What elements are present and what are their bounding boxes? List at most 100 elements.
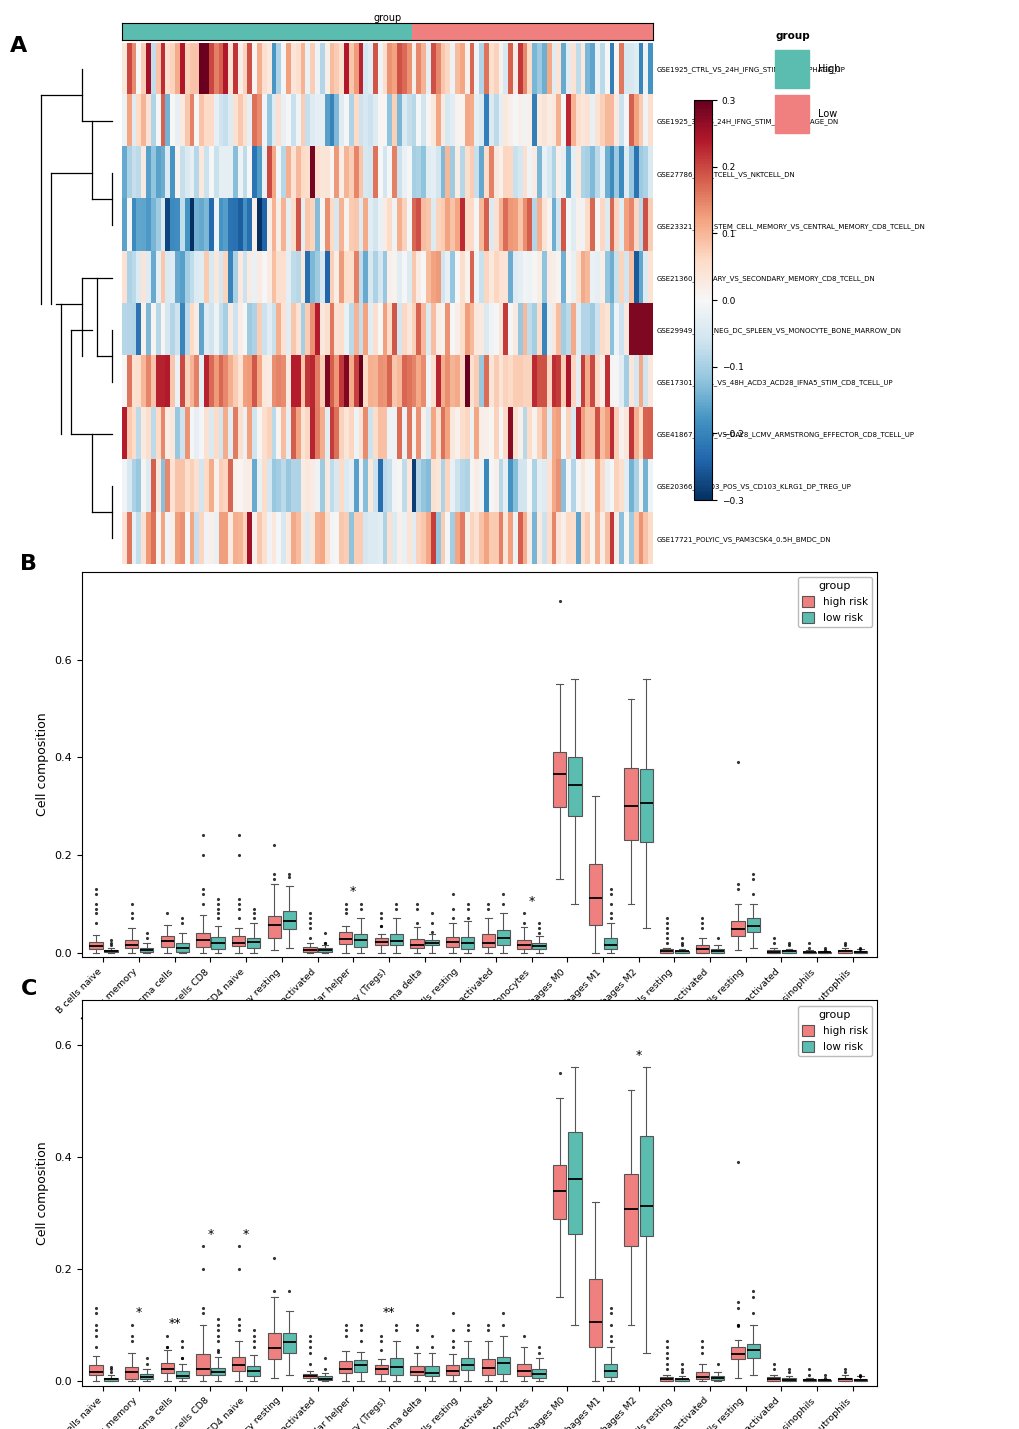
PathPatch shape: [731, 920, 744, 936]
PathPatch shape: [445, 1365, 459, 1375]
PathPatch shape: [782, 950, 795, 953]
PathPatch shape: [267, 916, 280, 937]
PathPatch shape: [496, 1358, 510, 1373]
Text: *: *: [207, 1228, 213, 1240]
Text: **: **: [382, 1306, 394, 1319]
PathPatch shape: [517, 940, 530, 949]
PathPatch shape: [782, 1378, 795, 1380]
PathPatch shape: [838, 1378, 851, 1380]
PathPatch shape: [160, 1363, 174, 1373]
PathPatch shape: [318, 949, 331, 952]
PathPatch shape: [603, 1365, 616, 1376]
PathPatch shape: [552, 752, 566, 807]
Text: High: High: [817, 64, 840, 74]
PathPatch shape: [389, 1358, 403, 1375]
Text: group: group: [774, 31, 809, 41]
PathPatch shape: [731, 1348, 744, 1359]
PathPatch shape: [445, 937, 459, 947]
PathPatch shape: [303, 947, 316, 952]
Text: **: **: [168, 1318, 181, 1330]
PathPatch shape: [568, 1132, 581, 1235]
PathPatch shape: [425, 940, 438, 946]
PathPatch shape: [425, 1366, 438, 1376]
Y-axis label: Cell composition: Cell composition: [36, 713, 49, 816]
PathPatch shape: [410, 1366, 423, 1375]
Bar: [774, 94, 809, 133]
PathPatch shape: [568, 757, 581, 816]
PathPatch shape: [196, 933, 209, 947]
PathPatch shape: [267, 1333, 280, 1359]
PathPatch shape: [675, 950, 688, 953]
PathPatch shape: [552, 1165, 566, 1219]
PathPatch shape: [104, 1378, 117, 1380]
Text: Low: Low: [817, 109, 837, 119]
PathPatch shape: [303, 1375, 316, 1379]
Y-axis label: Cell composition: Cell composition: [36, 1142, 49, 1245]
PathPatch shape: [282, 1332, 296, 1353]
PathPatch shape: [374, 939, 387, 946]
PathPatch shape: [89, 1365, 103, 1375]
PathPatch shape: [104, 950, 117, 952]
PathPatch shape: [766, 950, 780, 953]
PathPatch shape: [659, 949, 673, 953]
PathPatch shape: [675, 1379, 688, 1380]
PathPatch shape: [639, 1136, 652, 1236]
PathPatch shape: [247, 937, 260, 947]
PathPatch shape: [695, 1372, 708, 1379]
PathPatch shape: [853, 1379, 866, 1380]
PathPatch shape: [124, 1366, 139, 1379]
PathPatch shape: [481, 1359, 494, 1375]
Text: A: A: [10, 36, 28, 56]
PathPatch shape: [695, 945, 708, 953]
Text: B: B: [20, 554, 38, 574]
PathPatch shape: [338, 932, 352, 943]
PathPatch shape: [247, 1366, 260, 1376]
Text: C: C: [20, 979, 37, 999]
PathPatch shape: [338, 1360, 352, 1373]
PathPatch shape: [175, 943, 189, 952]
PathPatch shape: [354, 1360, 367, 1372]
PathPatch shape: [624, 767, 637, 840]
PathPatch shape: [389, 935, 403, 945]
Text: *: *: [528, 895, 534, 907]
PathPatch shape: [354, 933, 367, 947]
PathPatch shape: [532, 943, 545, 949]
PathPatch shape: [231, 1358, 245, 1372]
PathPatch shape: [89, 942, 103, 949]
PathPatch shape: [710, 1376, 723, 1380]
PathPatch shape: [659, 1378, 673, 1380]
PathPatch shape: [140, 1375, 153, 1379]
PathPatch shape: [461, 937, 474, 949]
Text: *: *: [136, 1306, 142, 1319]
PathPatch shape: [124, 940, 139, 949]
PathPatch shape: [481, 933, 494, 947]
Legend: high risk, low risk: high risk, low risk: [797, 1006, 871, 1056]
PathPatch shape: [517, 1363, 530, 1376]
Text: *: *: [350, 885, 356, 897]
PathPatch shape: [624, 1173, 637, 1246]
PathPatch shape: [588, 1279, 601, 1346]
PathPatch shape: [461, 1358, 474, 1370]
X-axis label: group: group: [373, 13, 401, 23]
Bar: [774, 50, 809, 89]
PathPatch shape: [746, 919, 759, 933]
PathPatch shape: [603, 939, 616, 949]
PathPatch shape: [766, 1378, 780, 1380]
PathPatch shape: [140, 947, 153, 952]
Text: *: *: [635, 1049, 641, 1062]
PathPatch shape: [639, 769, 652, 842]
PathPatch shape: [746, 1345, 759, 1358]
PathPatch shape: [175, 1370, 189, 1379]
PathPatch shape: [282, 910, 296, 929]
PathPatch shape: [838, 950, 851, 953]
Legend: high risk, low risk: high risk, low risk: [797, 577, 871, 627]
PathPatch shape: [160, 936, 174, 947]
PathPatch shape: [211, 937, 224, 949]
PathPatch shape: [588, 865, 601, 925]
PathPatch shape: [532, 1369, 545, 1378]
PathPatch shape: [374, 1366, 387, 1373]
PathPatch shape: [410, 939, 423, 947]
Text: *: *: [243, 1228, 249, 1240]
PathPatch shape: [231, 936, 245, 946]
PathPatch shape: [211, 1368, 224, 1376]
